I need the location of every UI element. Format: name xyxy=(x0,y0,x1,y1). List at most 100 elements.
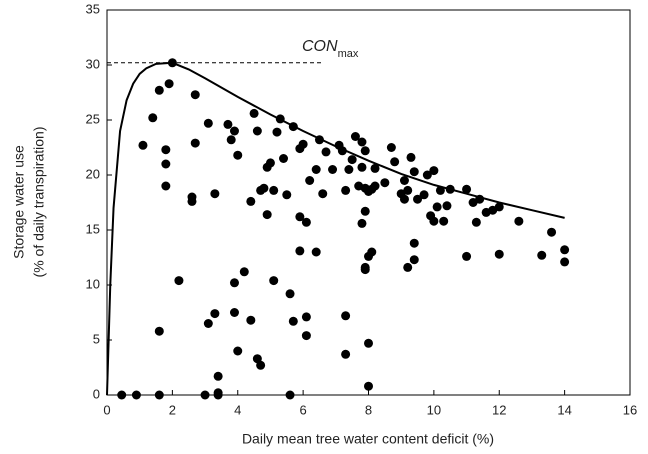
y-tick-label: 30 xyxy=(86,56,100,71)
point xyxy=(187,196,197,206)
point xyxy=(364,338,373,348)
point xyxy=(288,316,298,326)
point xyxy=(537,250,547,260)
annotation-subscript: max xyxy=(338,48,359,60)
point xyxy=(364,381,373,391)
point xyxy=(403,262,413,272)
point xyxy=(341,185,351,195)
point xyxy=(350,132,360,141)
point xyxy=(344,165,354,174)
point xyxy=(301,331,311,341)
point xyxy=(419,190,429,200)
point xyxy=(167,58,177,68)
point xyxy=(148,113,158,123)
point xyxy=(432,202,442,212)
point xyxy=(341,311,351,321)
point xyxy=(229,308,239,317)
point xyxy=(413,194,423,204)
point xyxy=(154,85,164,95)
point xyxy=(305,176,315,185)
x-tick-label: 4 xyxy=(234,402,241,417)
point xyxy=(203,118,213,128)
point xyxy=(406,152,416,162)
point xyxy=(295,212,305,222)
point xyxy=(311,165,321,174)
point xyxy=(386,143,396,152)
point xyxy=(357,137,367,147)
point xyxy=(223,119,233,129)
point xyxy=(239,267,249,277)
point xyxy=(341,349,351,359)
point xyxy=(471,217,481,227)
point xyxy=(233,346,243,356)
y-tick-label: 20 xyxy=(86,166,100,181)
point xyxy=(295,246,305,256)
point xyxy=(360,262,370,272)
y-tick-label: 15 xyxy=(86,221,100,236)
y-tick-label: 5 xyxy=(93,331,100,346)
point xyxy=(370,181,380,191)
point xyxy=(560,245,570,255)
annotation-text: CON xyxy=(302,38,338,55)
point xyxy=(380,178,390,188)
x-axis-label: Daily mean tree water content deficit (%… xyxy=(242,431,494,447)
point xyxy=(560,257,570,267)
point xyxy=(399,176,409,185)
y-tick-label: 0 xyxy=(93,386,100,401)
point xyxy=(282,190,292,200)
point xyxy=(279,154,289,163)
point xyxy=(403,185,413,195)
point xyxy=(370,163,380,173)
point xyxy=(275,114,285,124)
point xyxy=(265,158,275,168)
point xyxy=(285,390,295,400)
point xyxy=(547,227,557,237)
point xyxy=(200,390,210,400)
point xyxy=(439,216,449,226)
point xyxy=(262,210,272,220)
y-tick-label: 35 xyxy=(86,1,100,16)
point xyxy=(229,278,239,288)
point xyxy=(337,146,347,156)
point xyxy=(117,390,127,400)
point xyxy=(409,255,419,265)
point xyxy=(435,185,445,195)
x-tick-label: 14 xyxy=(557,402,571,417)
point xyxy=(288,122,298,132)
point xyxy=(422,170,432,180)
point xyxy=(301,312,311,322)
point xyxy=(269,276,279,286)
point xyxy=(481,207,491,217)
point xyxy=(514,216,524,226)
x-tick-label: 2 xyxy=(169,402,176,417)
point xyxy=(357,218,367,228)
x-tick-label: 16 xyxy=(623,402,637,417)
point xyxy=(357,162,367,172)
point xyxy=(203,319,213,328)
point xyxy=(314,135,324,145)
point xyxy=(301,217,311,227)
point xyxy=(154,390,164,400)
point xyxy=(409,167,419,177)
x-tick-label: 8 xyxy=(365,402,372,417)
point xyxy=(246,315,256,325)
point xyxy=(347,155,357,165)
point xyxy=(246,196,256,206)
point xyxy=(462,184,472,194)
x-tick-label: 12 xyxy=(492,402,506,417)
annotation: CONmax xyxy=(302,38,359,60)
point xyxy=(226,135,236,145)
point xyxy=(174,276,184,286)
point xyxy=(131,390,141,400)
point xyxy=(229,126,239,136)
point xyxy=(445,184,455,194)
point xyxy=(164,79,174,89)
point xyxy=(233,150,243,160)
y-axis-label: (% of daily transpiration) xyxy=(31,127,47,278)
point xyxy=(272,127,282,137)
point xyxy=(328,165,338,174)
point xyxy=(213,371,223,381)
point xyxy=(367,247,377,257)
